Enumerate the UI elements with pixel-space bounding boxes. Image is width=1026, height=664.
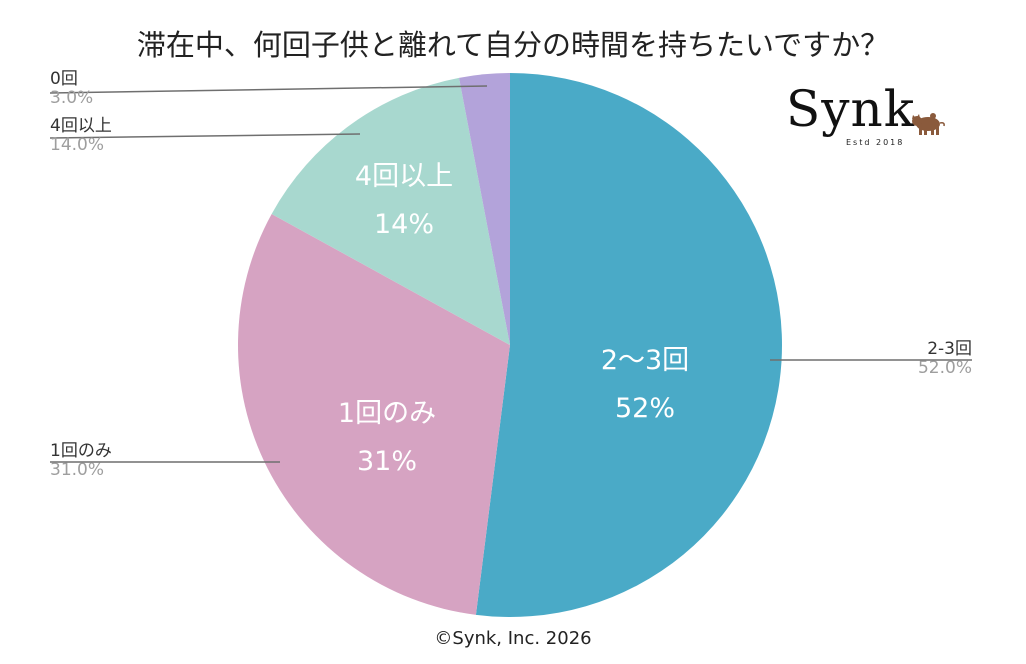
slice-2-3kai <box>475 73 782 617</box>
callout-percent: 31.0% <box>50 460 105 480</box>
callout-category: 2-3回 <box>927 339 972 359</box>
inside-category: 4回以上 <box>354 161 454 192</box>
leader-line-0kai <box>49 85 488 94</box>
logo-wordmark: Synk <box>786 80 915 138</box>
inside-label-2-3kai: 2～3回 52% <box>601 337 689 433</box>
callout-percent: 52.0% <box>917 358 972 378</box>
inside-category: 2～3回 <box>600 345 690 376</box>
chart-title: 滞在中、何回子供と離れて自分の時間を持ちたいですか？ <box>136 28 890 62</box>
inside-label-1kai-nomi: 1回のみ 31% <box>338 390 436 486</box>
inside-label-4kai-ijou: 4回以上 14% <box>355 153 453 249</box>
callout-4kai-ijou: 4回以上 14.0% <box>50 117 112 155</box>
inside-category: 1回のみ <box>337 398 437 429</box>
copyright-footer: ©Synk, Inc. 2026 <box>434 628 592 649</box>
slice-0kai <box>459 73 510 345</box>
callout-category: 4回以上 <box>50 116 112 136</box>
callout-category: 0回 <box>50 69 78 89</box>
inside-percent: 52% <box>614 393 676 424</box>
pig-icon <box>912 113 945 135</box>
callout-0kai: 0回 3.0% <box>50 70 93 108</box>
inside-percent: 31% <box>356 446 417 477</box>
inside-percent: 14% <box>373 209 434 240</box>
callout-2-3kai: 2-3回 52.0% <box>870 340 972 378</box>
slice-4kai-ijou <box>271 77 510 345</box>
callout-1kai-nomi: 1回のみ 31.0% <box>50 442 112 480</box>
leader-line-4kai-ijou <box>49 133 361 139</box>
callout-percent: 3.0% <box>50 88 94 108</box>
slice-1kai-nomi <box>237 213 510 615</box>
synk-logo: Synk Estd 2018 <box>786 80 956 156</box>
logo-tagline: Estd 2018 <box>846 138 905 147</box>
callout-percent: 14.0% <box>50 135 105 155</box>
callout-category: 1回のみ <box>50 441 112 461</box>
pie-slices <box>237 73 782 617</box>
leader-lines <box>49 85 972 463</box>
